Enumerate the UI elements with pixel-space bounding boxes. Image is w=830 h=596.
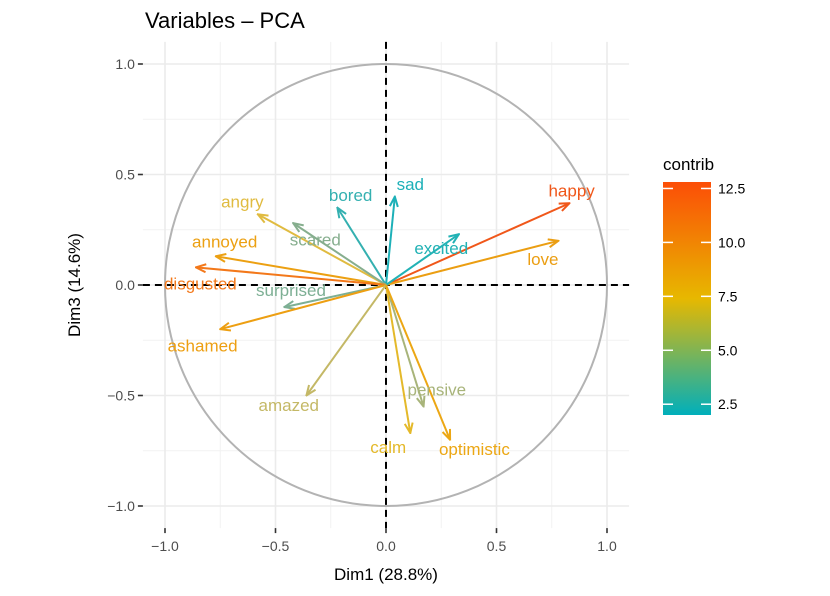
chart-title: Variables – PCA [145, 8, 305, 33]
legend-colorbar [663, 182, 711, 415]
label-pensive: pensive [408, 381, 467, 400]
y-tick-label: −0.5 [107, 388, 135, 404]
label-annoyed: annoyed [192, 232, 257, 251]
y-tick-label: 1.0 [115, 56, 135, 72]
arrow-calm [385, 284, 410, 433]
label-surprised: surprised [256, 281, 326, 300]
label-angry: angry [221, 193, 264, 212]
x-tick-label: −0.5 [262, 538, 290, 554]
x-tick-label: 1.0 [597, 538, 617, 554]
x-tick-label: 0.0 [376, 538, 396, 554]
label-ashamed: ashamed [168, 336, 238, 355]
x-axis-title: Dim1 (28.8%) [334, 565, 438, 584]
y-tick-label: −1.0 [107, 498, 135, 514]
arrow-sad [385, 197, 395, 286]
y-tick-label: 0.0 [115, 277, 135, 293]
label-disgusted: disgusted [164, 274, 237, 293]
legend-tick-label: 7.5 [718, 288, 738, 304]
legend-tick-label: 5.0 [718, 342, 738, 358]
arrow-happy [385, 203, 569, 286]
arrow-annoyed [216, 256, 387, 286]
arrow-angry [258, 214, 387, 286]
arrow-optimistic [385, 284, 450, 440]
correlation-circle [164, 63, 608, 507]
arrow-disgusted [196, 267, 387, 286]
y-tick-label: 0.5 [115, 167, 135, 183]
legend-tick-label: 2.5 [718, 396, 738, 412]
arrow-pensive [385, 284, 424, 407]
label-sad: sad [397, 175, 424, 194]
label-optimistic: optimistic [439, 440, 510, 459]
variable-labels: happy love excited sad bored angry scared annoy… [164, 175, 595, 459]
axis-ticks: −1.0 −0.5 0.0 0.5 1.0 −1.0 −0.5 0.0 0.5 1.0 [107, 56, 617, 554]
arrow-ashamed [220, 284, 387, 329]
label-amazed: amazed [259, 396, 319, 415]
legend-ticks: 2.5 5.0 7.5 10.0 12.5 [663, 180, 745, 412]
arrow-scared [293, 223, 387, 286]
label-happy: happy [548, 182, 595, 201]
arrow-amazed [306, 284, 387, 396]
x-tick-label: 0.5 [487, 538, 507, 554]
label-calm: calm [370, 438, 406, 457]
label-bored: bored [329, 186, 372, 205]
legend-title: contrib [663, 155, 714, 174]
x-tick-label: −1.0 [151, 538, 179, 554]
arrow-excited [385, 234, 459, 286]
label-excited: excited [414, 239, 468, 258]
legend-tick-label: 10.0 [718, 234, 745, 250]
y-axis-title: Dim3 (14.6%) [65, 233, 84, 337]
label-scared: scared [290, 230, 341, 249]
variable-arrows [196, 197, 569, 440]
arrow-love [385, 241, 558, 286]
arrow-bored [337, 208, 387, 286]
legend-tick-label: 12.5 [718, 180, 745, 196]
legend: contrib 2.5 5.0 7.5 10.0 12.5 [663, 155, 745, 415]
label-love: love [527, 250, 558, 269]
